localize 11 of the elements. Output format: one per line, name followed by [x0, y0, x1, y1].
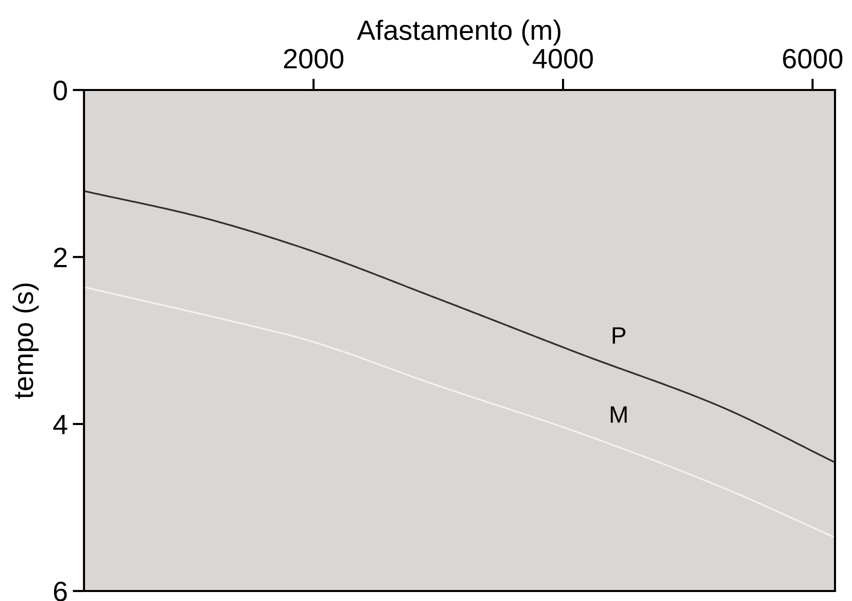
x-tick-label: 6000: [783, 48, 842, 69]
y-tick-label: 6: [54, 582, 67, 601]
y-tick-label: 4: [53, 414, 68, 434]
x-tick-label: 2000: [284, 48, 344, 69]
y-axis-title: tempo (s): [12, 284, 39, 399]
x-axis-title: Afastamento (m): [356, 20, 560, 46]
y-tick-label: 2: [54, 248, 67, 268]
series-label: P: [612, 327, 626, 344]
x-tick-label: 4000: [532, 48, 593, 69]
y-tick-label: 0: [54, 80, 67, 100]
series-label: M: [610, 406, 627, 423]
